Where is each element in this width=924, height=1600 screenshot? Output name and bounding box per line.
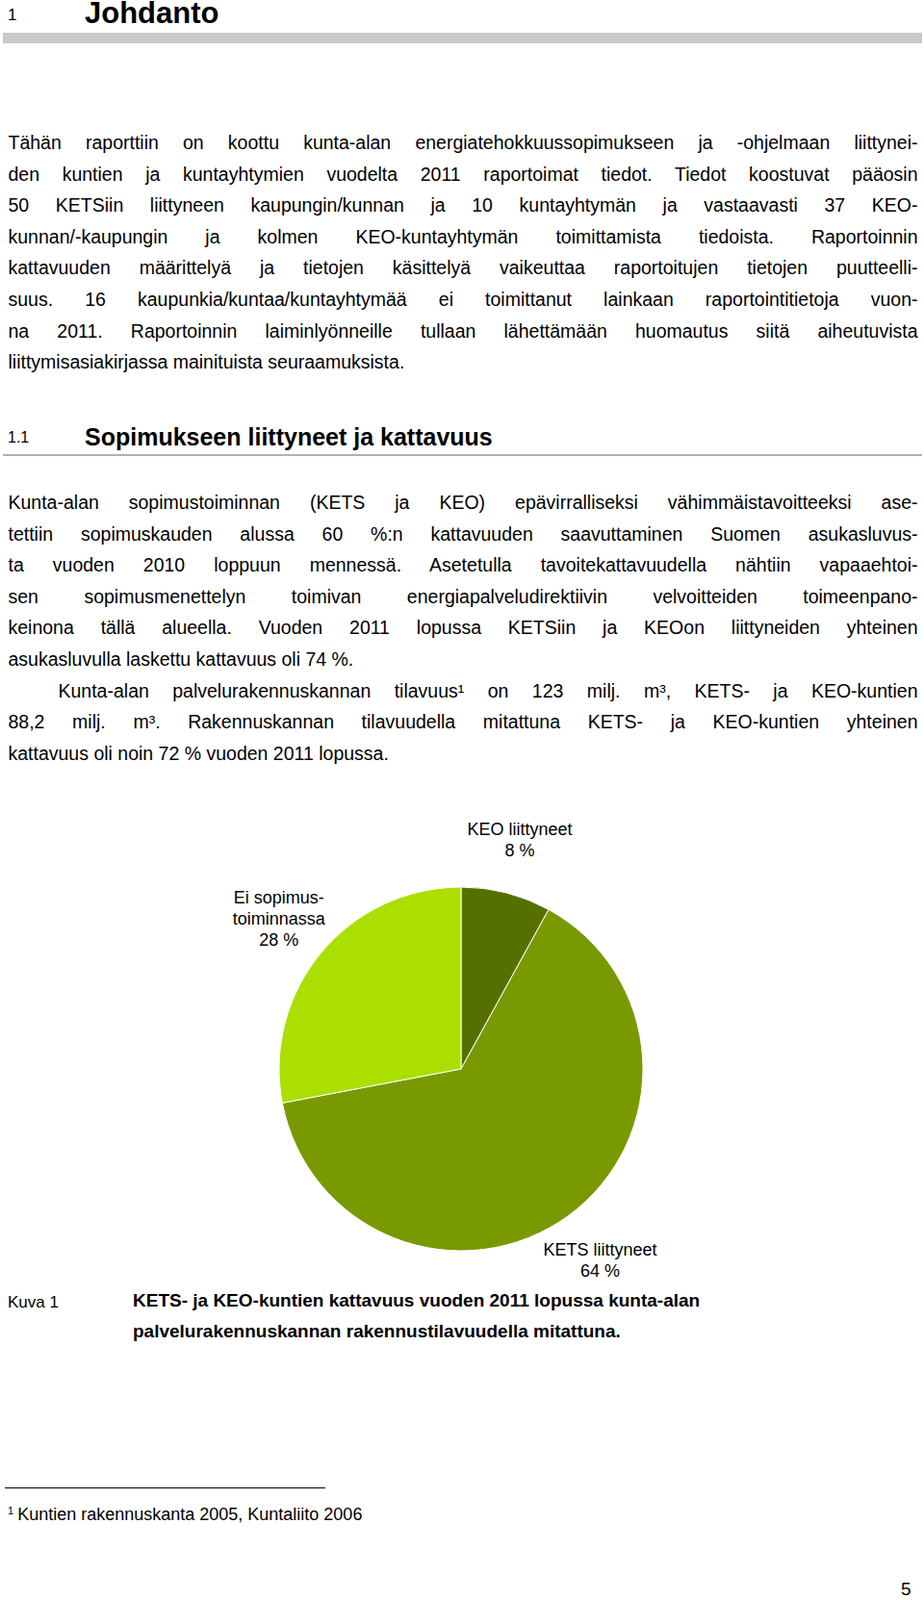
html-text:na 2011. Raportoinnin laiminly: na 2011. Raportoinnin laiminlyönneille t… bbox=[8, 320, 918, 342]
html-text:1: 1 bbox=[7, 5, 17, 25]
html-text:tettiin sopimuskauden alussa 6: tettiin sopimuskauden alussa 60 %:n katt… bbox=[8, 523, 918, 545]
html-text:suus. 16 kaupunkia/kuntaa/kunt: suus. 16 kaupunkia/kuntaa/kuntayhtymää e… bbox=[8, 288, 918, 310]
html-text:88,2 milj. m³. Rakennuskannan: 88,2 milj. m³. Rakennuskannan tilavuudel… bbox=[8, 711, 918, 733]
html-text:kattavuus oli noin 72 % vuoden: kattavuus oli noin 72 % vuoden 2011 lopu… bbox=[8, 742, 389, 765]
html-text:ta vuoden 2010 loppuun menness: ta vuoden 2010 loppuun mennessä. Asetetu… bbox=[8, 554, 918, 576]
html-text:50 KETSiin liittyneen kaupungi: 50 KETSiin liittyneen kaupungin/kunnan j… bbox=[8, 194, 918, 216]
html-text:keinona tällä alueella. Vuoden: keinona tällä alueella. Vuoden 2011 lopu… bbox=[8, 617, 918, 639]
html-text:Kunta-alan palvelurakennuskann: Kunta-alan palvelurakennuskannan tilavuu… bbox=[58, 680, 918, 702]
html-text:sen sopimusmenettelyn toimivan: sen sopimusmenettelyn toimivan energiapa… bbox=[8, 585, 918, 608]
html-text:1 Kuntien rakennuskanta 2005,: 1 Kuntien rakennuskanta 2005, Kuntaliito… bbox=[7, 1505, 363, 1525]
svg-text:Ei sopimus-toiminnassa28 %: Ei sopimus-toiminnassa28 % bbox=[232, 888, 327, 950]
html-text:palvelurakennuskannan rakennus: palvelurakennuskannan rakennustilavuudel… bbox=[132, 1321, 621, 1342]
html-text:asukasluvulla laskettu kattavu: asukasluvulla laskettu kattavuus oli 74 … bbox=[8, 648, 354, 670]
html-text:Kunta-alan sopimustoiminnan (K: Kunta-alan sopimustoiminnan (KETS ja KEO… bbox=[8, 491, 918, 514]
html-text:KETS- ja KEO-kuntien kattavuus: KETS- ja KEO-kuntien kattavuus vuoden 20… bbox=[132, 1290, 700, 1311]
html-text:5: 5 bbox=[900, 1579, 912, 1600]
html-text:kattavuuden määrittelyä ja tie: kattavuuden määrittelyä ja tietojen käsi… bbox=[8, 257, 918, 279]
svg-text:KETS liittyneet64 %: KETS liittyneet64 % bbox=[542, 1240, 657, 1282]
html-text:kunnan/-kaupungin ja kolmen KE: kunnan/-kaupungin ja kolmen KEO-kuntayht… bbox=[8, 225, 918, 248]
html-text:Tähän raporttiin on koottu kun: Tähän raporttiin on koottu kunta-alan en… bbox=[8, 131, 918, 154]
html-text:1.1: 1.1 bbox=[7, 429, 30, 446]
svg-text:KEO liittyneet8 %: KEO liittyneet8 % bbox=[467, 820, 573, 861]
html-text:den kuntien ja kuntayhtymien v: den kuntien ja kuntayhtymien vuodelta 20… bbox=[8, 163, 918, 185]
html-text:Sopimukseen liittyneet ja katt: Sopimukseen liittyneet ja kattavuus bbox=[84, 423, 493, 451]
html-text:liittymisasiakirjassa mainitui: liittymisasiakirjassa mainituista seuraa… bbox=[8, 351, 405, 373]
html-text:Kuva 1: Kuva 1 bbox=[7, 1293, 59, 1312]
